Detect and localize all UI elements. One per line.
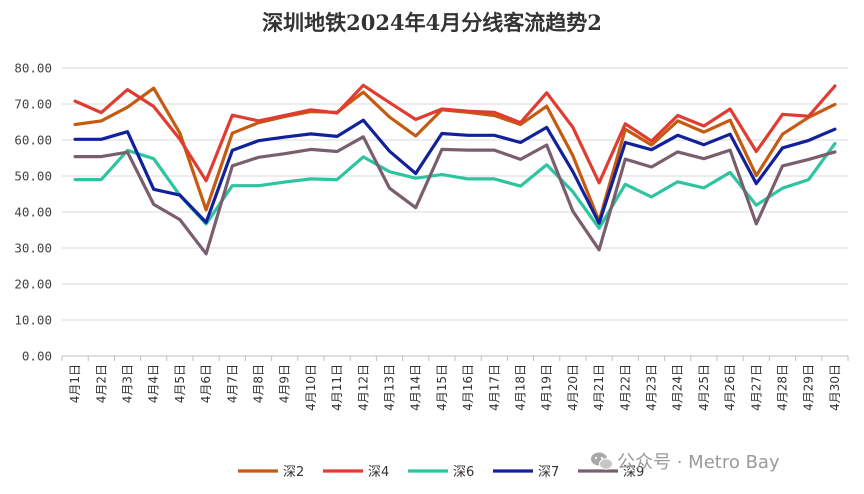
x-tick-label: 4月25日	[697, 364, 711, 411]
x-tick-label: 4月26日	[723, 364, 737, 411]
series-line-2	[73, 83, 837, 185]
y-tick-label: 30.00	[14, 241, 52, 256]
x-tick-label: 4月21日	[592, 364, 606, 411]
legend-label: 深9	[623, 465, 644, 480]
chart-title: 深圳地铁2024年4月分线客流趋势2	[262, 10, 602, 35]
x-tick-label: 4月2日	[94, 364, 108, 403]
y-tick-label: 40.00	[14, 205, 52, 220]
y-tick-label: 80.00	[14, 61, 52, 76]
y-axis-ticks: 0.00 10.00 20.00 30.00 40.00 50.00 60.00 70.00 8…	[14, 61, 52, 364]
x-tick-label: 4月12日	[356, 364, 370, 411]
x-tick-label: 4月28日	[776, 364, 790, 411]
x-tick-label: 4月29日	[802, 364, 816, 411]
y-tick-label: 20.00	[14, 277, 52, 292]
x-tick-label: 4月5日	[173, 364, 187, 403]
x-tick-label: 4月6日	[199, 364, 213, 403]
y-tick-label: 70.00	[14, 97, 52, 112]
legend: 深2 深4 深6 深7 深9	[238, 465, 644, 480]
y-tick-label: 50.00	[14, 169, 52, 184]
legend-label: 深4	[368, 465, 389, 480]
x-tick-label: 4月23日	[645, 364, 659, 411]
x-tick-label: 4月4日	[147, 364, 161, 403]
y-tick-label: 10.00	[14, 313, 52, 328]
x-tick-label: 4月22日	[618, 364, 632, 411]
watermark-text: 公众号 · Metro Bay	[617, 452, 780, 473]
x-tick-label: 4月27日	[749, 364, 763, 411]
y-tick-label: 60.00	[14, 133, 52, 148]
x-tick-label: 4月17日	[487, 364, 501, 411]
x-tick-label: 4月19日	[540, 364, 554, 411]
x-tick-label: 4月14日	[409, 364, 423, 411]
wechat-icon	[591, 452, 613, 470]
x-tick-label: 4月15日	[435, 364, 449, 411]
x-tick-label: 4月18日	[514, 364, 528, 411]
legend-label: 深6	[453, 465, 474, 480]
series-line-5	[73, 135, 837, 256]
x-tick-label: 4月30日	[828, 364, 842, 411]
x-tick-label: 4月10日	[304, 364, 318, 411]
x-tick-label: 4月11日	[330, 364, 344, 411]
x-tick-label: 4月20日	[566, 364, 580, 411]
legend-label: 深2	[283, 465, 304, 480]
x-tick-label: 4月16日	[461, 364, 475, 411]
x-tick-label: 4月9日	[278, 364, 292, 403]
watermark: 公众号 · Metro Bay	[591, 452, 780, 473]
series-lines	[73, 83, 837, 256]
x-tick-label: 4月7日	[225, 364, 239, 403]
series-line-4	[73, 118, 837, 225]
x-tick-label: 4月1日	[68, 364, 82, 403]
legend-label: 深7	[538, 465, 559, 480]
x-tick-label: 4月24日	[671, 364, 685, 411]
y-tick-label: 0.00	[22, 349, 52, 364]
x-axis-ticks: 4月1日 4月2日 4月3日 4月4日 4月5日 4月6日 4月7日 4月8日 4月9日 4月10…	[61, 356, 849, 411]
x-tick-label: 4月13日	[383, 364, 397, 411]
x-tick-label: 4月8日	[252, 364, 266, 403]
x-tick-label: 4月3日	[121, 364, 135, 403]
